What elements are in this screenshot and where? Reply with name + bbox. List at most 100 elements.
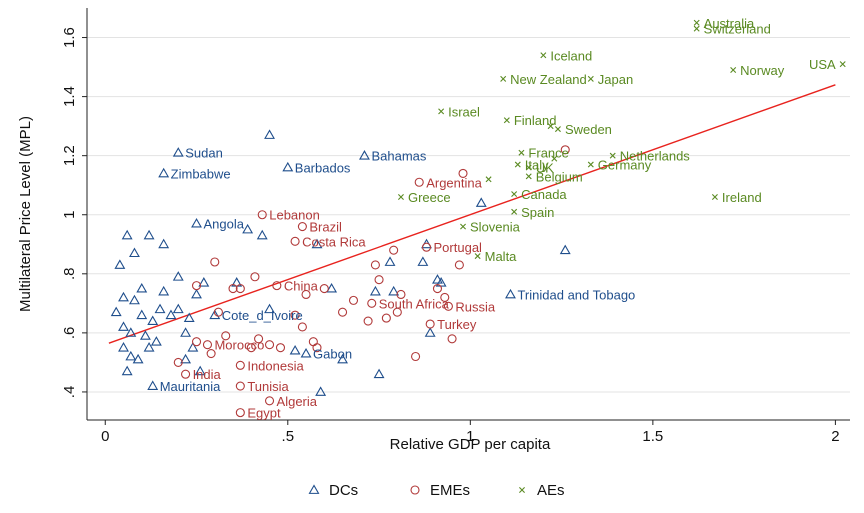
- point-labels: Sudan Zimbabwe Barbados Bahamas Angola Trinid…: [160, 16, 836, 421]
- aes-point: [503, 117, 510, 124]
- emes-point: [308, 337, 318, 347]
- emes-point: [396, 289, 406, 300]
- dcs-point: [505, 288, 516, 299]
- emes-point: [414, 177, 424, 187]
- emes-label: India: [193, 367, 222, 382]
- emes-point: [181, 369, 191, 379]
- legend-emes-label: EMEs: [430, 482, 470, 499]
- dcs-label: Trinidad and Tobago: [517, 287, 635, 302]
- emes-point: [432, 284, 443, 294]
- dcs-point: [154, 303, 166, 314]
- aes-point: [554, 126, 561, 133]
- aes-point: [540, 52, 547, 59]
- aes-point: [525, 173, 532, 180]
- emes-label: Egypt: [247, 406, 281, 421]
- aes-point: [711, 194, 718, 201]
- dcs-point: [432, 274, 443, 284]
- emes-point: [235, 381, 245, 391]
- aes-label: Japan: [598, 72, 633, 87]
- dcs-point: [559, 244, 571, 255]
- emes-label: Lebanon: [269, 208, 320, 223]
- dcs-point: [311, 238, 323, 249]
- emes-label: Russia: [455, 299, 496, 314]
- emes-point: [389, 245, 399, 255]
- emes-point: [348, 295, 359, 305]
- aes-point: [730, 67, 737, 74]
- aes-point: [551, 155, 558, 162]
- dcs-point: [264, 129, 275, 139]
- dcs-point: [118, 342, 129, 352]
- emes-point: [421, 242, 432, 252]
- emes-point: [191, 281, 202, 291]
- aes-label: UK: [536, 160, 554, 175]
- emes-point: [210, 257, 220, 267]
- aes-point: [500, 75, 507, 82]
- dcs-point: [132, 353, 144, 364]
- dcs-point: [359, 150, 370, 160]
- aes-point: [438, 108, 445, 115]
- aes-point: [693, 19, 700, 26]
- aes-point: [485, 176, 492, 183]
- emes-point: [202, 340, 213, 350]
- aes-point: [474, 253, 481, 260]
- fit-line: [108, 84, 836, 344]
- emes-point: [290, 236, 300, 246]
- dcs-label: Angola: [204, 217, 245, 232]
- emes-label: Brazil: [309, 220, 342, 235]
- aes-label: Germany: [598, 158, 652, 173]
- aes-point: [609, 152, 616, 159]
- x-tick-label: 2: [831, 428, 839, 445]
- fit-line-layer: [108, 84, 836, 344]
- aes-label: Malta: [485, 249, 518, 264]
- aes-label: Spain: [521, 205, 554, 220]
- emes-label: Indonesia: [247, 358, 304, 373]
- emes-label: China: [284, 279, 319, 294]
- dcs-point: [373, 368, 385, 379]
- aes-point: [587, 161, 594, 168]
- dcs-point: [337, 353, 348, 364]
- dcs-point: [242, 223, 254, 234]
- x-tick-label: .5: [282, 428, 295, 445]
- emes-point: [191, 337, 202, 347]
- emes-label: South Africa: [379, 296, 450, 311]
- emes-point: [272, 281, 282, 291]
- dcs-point: [143, 229, 155, 240]
- dcs-point: [172, 147, 184, 157]
- dcs-point: [264, 303, 275, 314]
- emes-label: Algeria: [277, 394, 318, 409]
- dcs-point: [183, 312, 195, 323]
- emes-point: [297, 322, 307, 332]
- emes-point: [297, 222, 307, 232]
- dcs-point: [388, 285, 400, 296]
- dcs-label: Mauritania: [160, 379, 221, 394]
- emes-point: [301, 289, 311, 300]
- dcs-point: [147, 380, 159, 390]
- emes-point: [235, 408, 245, 418]
- dcs-point: [125, 350, 137, 361]
- emes-point: [367, 298, 377, 308]
- dcs-point: [315, 386, 327, 396]
- emes-point: [312, 343, 322, 353]
- aes-point: [397, 194, 404, 201]
- aes-point: [693, 25, 700, 32]
- x-tick-label: 0: [101, 428, 109, 445]
- x-tick-label: 1: [466, 428, 474, 445]
- emes-point: [381, 313, 391, 323]
- legend-aes-marker: [519, 487, 525, 493]
- dcs-point: [369, 285, 381, 296]
- aes-label: Slovenia: [470, 220, 521, 235]
- dcs-label: Gabon: [313, 347, 352, 362]
- dcs-point: [158, 167, 170, 178]
- aes-label: Greece: [408, 190, 451, 205]
- x-tick-label: 1.5: [642, 428, 663, 445]
- emes-point: [257, 210, 267, 220]
- x-axis-title: Relative GDP per capita: [390, 436, 551, 453]
- dcs-point: [110, 306, 122, 317]
- emes-point: [221, 331, 231, 341]
- emes-label: Turkey: [437, 317, 477, 332]
- aes-point: [518, 149, 525, 156]
- dcs-point: [121, 365, 133, 376]
- aes-label: Belgium: [536, 169, 583, 184]
- dcs-point: [129, 247, 140, 258]
- dcs-label: Bahamas: [371, 149, 426, 164]
